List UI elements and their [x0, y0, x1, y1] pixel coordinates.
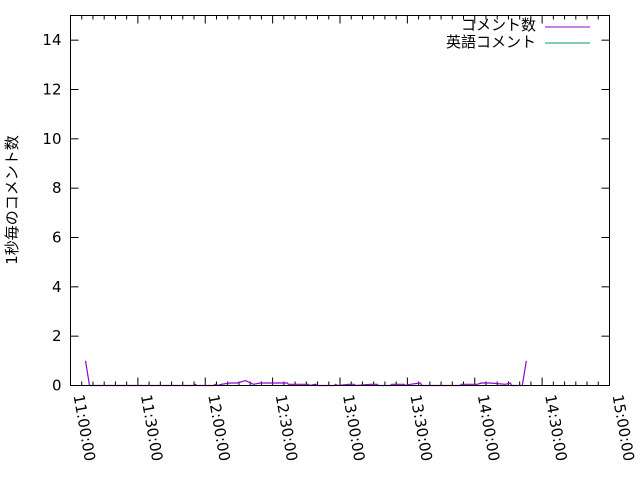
y-tick-label: 8 [52, 179, 62, 197]
x-tick-label: 14:30:00 [541, 393, 570, 462]
legend-label-0: コメント数 [461, 16, 536, 34]
y-axis-label: 1秒毎のコメント数 [3, 135, 21, 265]
x-tick-label: 13:00:00 [339, 393, 368, 462]
x-tick-label: 11:00:00 [70, 393, 99, 462]
y-tick-label: 2 [52, 327, 62, 345]
y-tick-label: 6 [52, 229, 62, 247]
series-line-0 [84, 360, 527, 387]
legend: コメント数 英語コメント [446, 16, 590, 51]
x-tick-label: 14:00:00 [474, 393, 503, 462]
x-tick-label: 12:30:00 [272, 393, 301, 462]
y-tick-label: 4 [52, 278, 62, 296]
y-tick-label: 14 [42, 31, 61, 49]
legend-label-1: 英語コメント [446, 33, 536, 51]
x-tick-label: 15:00:00 [609, 393, 638, 462]
x-tick-label: 13:30:00 [406, 393, 435, 462]
y-tick-label: 10 [42, 130, 61, 148]
plot-border [70, 15, 610, 386]
y-tick-label: 12 [42, 81, 61, 99]
x-tick-label: 11:30:00 [137, 393, 166, 462]
y-tick-label: 0 [52, 377, 62, 395]
x-tick-label: 12:00:00 [204, 393, 233, 462]
